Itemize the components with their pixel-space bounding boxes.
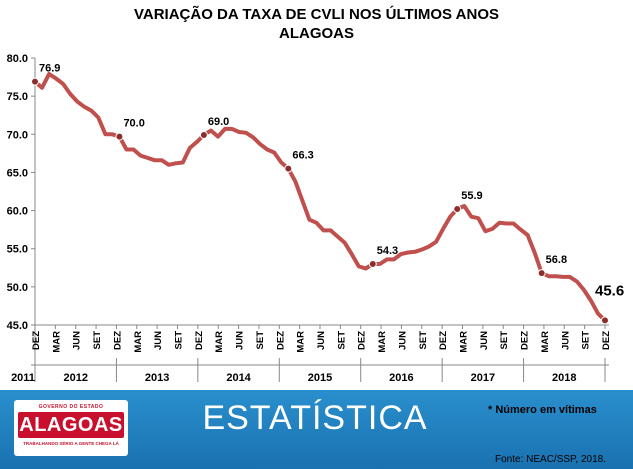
x-tick-label: DEZ <box>520 331 531 350</box>
x-tick-label: JUN <box>153 331 164 350</box>
y-tick-label: 65.0 <box>7 167 28 179</box>
data-label: 66.3 <box>292 150 313 162</box>
data-label: 54.3 <box>377 245 398 257</box>
data-label: 69.0 <box>208 116 229 128</box>
data-label: 55.9 <box>461 190 482 202</box>
x-tick-label: SET <box>92 331 103 350</box>
logo-top-text: GOVERNO DO ESTADO <box>38 404 104 410</box>
chart-title-line2: ALAGOAS <box>279 25 354 42</box>
x-tick-label: SET <box>255 331 266 350</box>
x-tick-label: MAR <box>214 331 225 353</box>
x-tick-label: JUN <box>235 331 246 350</box>
data-label: 76.9 <box>39 63 60 75</box>
x-tick-label: DEZ <box>112 331 123 350</box>
x-tick-label: DEZ <box>601 331 612 350</box>
year-label: 2013 <box>145 372 169 384</box>
y-tick-label: 80.0 <box>7 53 28 65</box>
x-tick-label: MAR <box>459 331 470 353</box>
x-tick-label: SET <box>336 331 347 350</box>
logo-bottom-text: TRABALHANDO SÉRIO A GENTE CHEGA LÁ <box>23 441 119 446</box>
data-point-marker <box>601 316 609 325</box>
x-tick-label: DEZ <box>275 331 286 350</box>
cvli-series-line <box>33 72 607 323</box>
y-tick-label: 55.0 <box>7 244 28 256</box>
x-tick-label: JUN <box>479 331 490 350</box>
x-tick-label: JUN <box>72 331 83 350</box>
x-tick-label: SET <box>499 331 510 350</box>
y-tick-label: 75.0 <box>7 91 28 103</box>
data-label: 45.6 <box>595 282 624 299</box>
x-tick-label: JUN <box>560 331 571 350</box>
alagoas-logo: GOVERNO DO ESTADO ALAGOAS TRABALHANDO SÉ… <box>14 400 128 456</box>
x-tick-label: MAR <box>377 331 388 353</box>
x-tick-label: MAR <box>296 331 307 353</box>
x-tick-label: SET <box>581 331 592 350</box>
data-point-marker <box>453 205 462 214</box>
x-tick-label: SET <box>418 331 429 350</box>
data-point-marker <box>31 77 39 86</box>
y-tick-label: 50.0 <box>7 282 28 294</box>
x-tick-label: MAR <box>51 331 62 353</box>
data-label: 56.8 <box>546 254 567 266</box>
x-tick-label: JUN <box>397 331 408 350</box>
line-chart: 45.0 50.0 55.0 60.0 65.0 70.0 75.0 80.0 DEZ MAR JU… <box>7 53 625 384</box>
year-label: 2015 <box>308 372 332 384</box>
year-label: 2011 <box>11 372 35 384</box>
x-tick-label: DEZ <box>357 331 368 350</box>
year-label: 2018 <box>552 372 576 384</box>
x-tick-label: DEZ <box>31 331 42 350</box>
x-tick-label: MAR <box>540 331 551 353</box>
data-point-marker <box>115 132 124 141</box>
year-label: 2016 <box>389 372 413 384</box>
x-tick-label: MAR <box>133 331 144 353</box>
y-tick-label: 60.0 <box>7 206 28 218</box>
chart-title: VARIAÇÃO DA TAXA DE CVLI NOS ÚLTIMOS ANO… <box>0 5 633 43</box>
x-tick-label: DEZ <box>194 331 205 350</box>
data-point-marker <box>199 131 208 140</box>
chart-title-line1: VARIAÇÃO DA TAXA DE CVLI NOS ÚLTIMOS ANO… <box>133 6 499 23</box>
x-tick-label: JUN <box>316 331 327 350</box>
y-tick-label: 70.0 <box>7 129 28 141</box>
data-label: 70.0 <box>123 118 144 130</box>
x-tick-label: DEZ <box>438 331 449 350</box>
year-label: 2017 <box>471 372 495 384</box>
x-tick-label: SET <box>174 331 185 350</box>
data-point-marker <box>284 164 293 173</box>
data-point-marker <box>368 259 377 268</box>
data-point-marker <box>537 269 546 278</box>
year-label: 2014 <box>226 372 251 384</box>
year-label: 2012 <box>63 372 87 384</box>
footnote: * Número em vítimas <box>488 404 597 416</box>
y-tick-label: 45.0 <box>7 320 28 332</box>
banner-title: ESTATÍSTICA <box>202 399 428 437</box>
logo-main-text: ALAGOAS <box>18 412 124 438</box>
source-note: Fonte: NEAC/SSP, 2018. <box>495 454 606 465</box>
